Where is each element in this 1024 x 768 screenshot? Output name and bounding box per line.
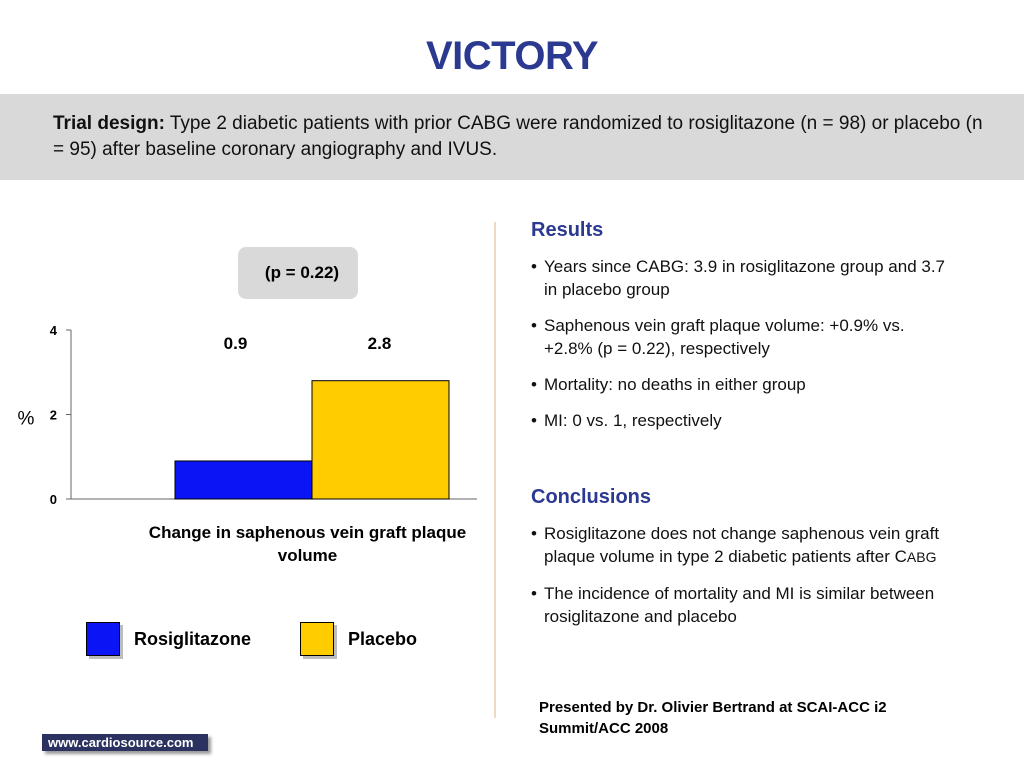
data-label: 0.9 (224, 334, 248, 353)
y-axis-label: % (18, 409, 35, 430)
presented-by: Presented by Dr. Olivier Bertrand at SCA… (539, 699, 887, 737)
bar-placebo (311, 380, 450, 500)
trial-design-band (0, 94, 1024, 180)
p-value-box: (p = 0.22) (238, 247, 358, 299)
results-item: MI: 0 vs. 1, respectively (531, 409, 951, 432)
results-item: Years since CABG: 3.9 in rosiglitazone g… (531, 255, 951, 301)
site-url-badge[interactable]: www.cardiosource.com (42, 734, 208, 751)
trial-design-text: Trial design: Type 2 diabetic patients w… (53, 111, 983, 163)
legend-swatch-rosiglitazone (86, 622, 120, 656)
column-divider (494, 222, 496, 718)
legend-swatch-placebo (300, 622, 334, 656)
y-tick-label: 0 (50, 492, 57, 507)
results-item: Mortality: no deaths in either group (531, 373, 951, 396)
p-value-label: (p = 0.22) (264, 263, 340, 282)
chart-x-label: Change in saphenous vein graft plaque vo… (148, 523, 467, 565)
conclusions-item-smallcaps: ABG (906, 549, 937, 565)
slide-title: VICTORY (425, 34, 599, 78)
y-tick-label: 2 (50, 408, 57, 423)
data-label: 2.8 (368, 334, 392, 353)
trial-design-description: Type 2 diabetic patients with prior CABG… (53, 113, 983, 160)
conclusions-item: The incidence of mortality and MI is sim… (531, 582, 951, 628)
trial-design-label: Trial design: (53, 113, 165, 134)
conclusions-item-text: Rosiglitazone does not change saphenous … (544, 524, 940, 566)
conclusions-heading: Conclusions (531, 486, 652, 508)
bar-rosiglitazone (174, 460, 313, 500)
conclusions-item: Rosiglitazone does not change saphenous … (531, 522, 951, 569)
results-item: Saphenous vein graft plaque volume: +0.9… (531, 314, 951, 360)
results-list: Years since CABG: 3.9 in rosiglitazone g… (531, 255, 951, 445)
conclusions-list: Rosiglitazone does not change saphenous … (531, 522, 951, 641)
legend-label-placebo: Placebo (348, 629, 418, 649)
legend-label-rosiglitazone: Rosiglitazone (134, 629, 252, 649)
results-heading: Results (531, 219, 604, 241)
bar-chart: 0 2 4% 0.9 2.8 (18, 323, 477, 507)
y-tick-label: 4 (50, 323, 58, 338)
